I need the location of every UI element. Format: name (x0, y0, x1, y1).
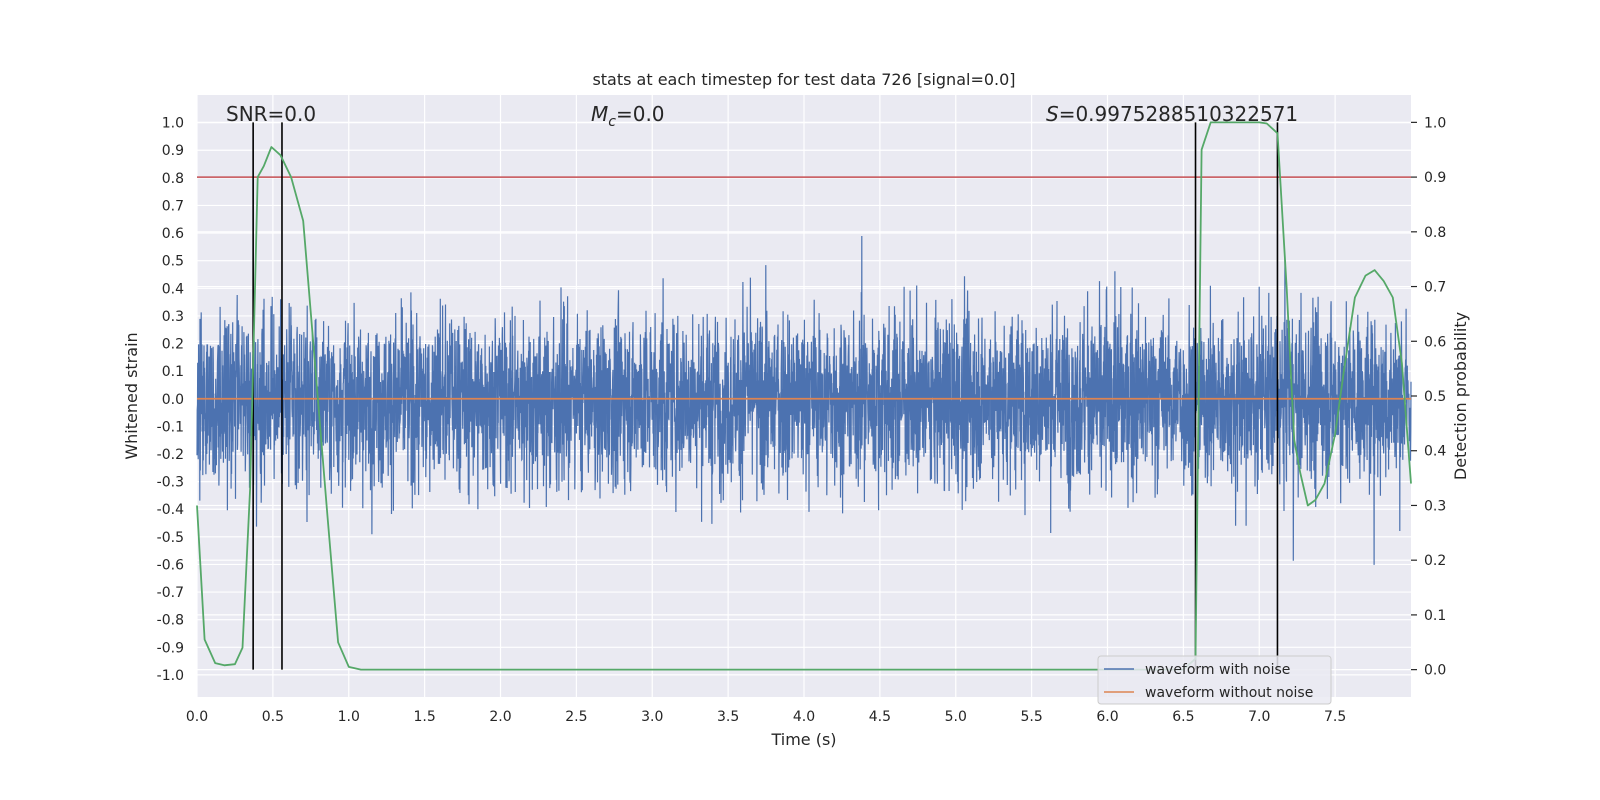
y2-tick-label: 0.4 (1424, 444, 1446, 460)
x-tick-label: 6.0 (1096, 709, 1118, 725)
x-tick-label: 4.5 (869, 709, 891, 725)
y2-tick-label: 0.1 (1424, 608, 1446, 624)
y-tick-label: -0.4 (157, 502, 184, 518)
x-axis-title: Time (s) (770, 730, 836, 749)
y-tick-label: -0.1 (157, 419, 184, 435)
chart-title: stats at each timestep for test data 726… (592, 70, 1015, 89)
y-tick-label: 0.8 (162, 171, 184, 187)
y-tick-label: -0.6 (157, 557, 184, 573)
x-tick-label: 6.5 (1172, 709, 1194, 725)
x-tick-label: 1.0 (338, 709, 360, 725)
y2-tick-label: 0.0 (1424, 663, 1446, 679)
y-tick-label: 0.6 (162, 226, 184, 242)
ticks-layer: 0.0 0.5 1.0 1.5 2.0 2.5 3.0 3.5 4.0 4.5 5.0 5.5 6.0 6… (157, 115, 1447, 725)
y-tick-label: 0.3 (162, 309, 184, 325)
y2-axis-title: Detection probability (1451, 312, 1470, 480)
y-tick-label: -1.0 (157, 668, 184, 684)
s-value: =0.9975288510322571 (1059, 102, 1298, 126)
x-tick-label: 5.5 (1020, 709, 1042, 725)
y-tick-label: 0.9 (162, 143, 184, 159)
x-tick-label: 3.0 (641, 709, 663, 725)
x-tick-label: 2.0 (489, 709, 511, 725)
legend-label-waveform-with-noise: waveform with noise (1145, 662, 1290, 678)
series-waveform-with-noise (196, 235, 1412, 565)
y-tick-label: -0.2 (157, 447, 184, 463)
y-tick-label: 0.4 (162, 281, 184, 297)
y2-tick-label: 0.5 (1424, 389, 1446, 405)
legend-box (1097, 655, 1332, 705)
legend: waveform with noise waveform without noi… (1097, 655, 1332, 705)
y2-tick-label: 1.0 (1424, 115, 1446, 131)
y-tick-label: 0.2 (162, 337, 184, 353)
y-tick-label: -0.7 (157, 585, 184, 601)
mc-symbol: M (591, 102, 608, 126)
x-tick-label: 7.0 (1248, 709, 1270, 725)
x-tick-label: 7.5 (1324, 709, 1346, 725)
x-tick-label: 0.0 (186, 709, 208, 725)
y-tick-label: 0.5 (162, 254, 184, 270)
y2-tick-label: 0.6 (1424, 334, 1446, 350)
legend-label-waveform-without-noise: waveform without noise (1145, 685, 1313, 701)
y-tick-label: -0.8 (157, 613, 184, 629)
x-tick-label: 2.5 (565, 709, 587, 725)
x-tick-label: 5.0 (945, 709, 967, 725)
chirp-mass-annotation: Mc=0.0 (591, 102, 665, 130)
y-tick-label: 0.7 (162, 198, 184, 214)
y-tick-label: -0.9 (157, 640, 184, 656)
y2-tick-label: 0.2 (1424, 553, 1446, 569)
y-tick-label: -0.5 (157, 530, 184, 546)
mc-subscript: c (608, 114, 616, 130)
y-tick-label: 1.0 (162, 116, 184, 132)
y2-tick-label: 0.7 (1424, 280, 1446, 296)
x-tick-label: 3.5 (717, 709, 739, 725)
y-tick-label: 0.0 (162, 392, 184, 408)
x-tick-label: 4.0 (793, 709, 815, 725)
y-axis-title: Whitened strain (122, 332, 141, 459)
y2-tick-label: 0.9 (1424, 170, 1446, 186)
score-annotation: S=0.9975288510322571 (1046, 102, 1298, 126)
noise-waveform-layer (196, 235, 1412, 565)
x-tick-label: 1.5 (413, 709, 435, 725)
s-symbol: S (1046, 102, 1059, 126)
y2-tick-label: 0.8 (1424, 225, 1446, 241)
x-tick-label: 0.5 (262, 709, 284, 725)
snr-annotation: SNR=0.0 (226, 102, 316, 126)
y-tick-label: 0.1 (162, 364, 184, 380)
y-tick-label: -0.3 (157, 475, 184, 491)
y2-tick-label: 0.3 (1424, 498, 1446, 514)
mc-value: =0.0 (616, 102, 665, 126)
